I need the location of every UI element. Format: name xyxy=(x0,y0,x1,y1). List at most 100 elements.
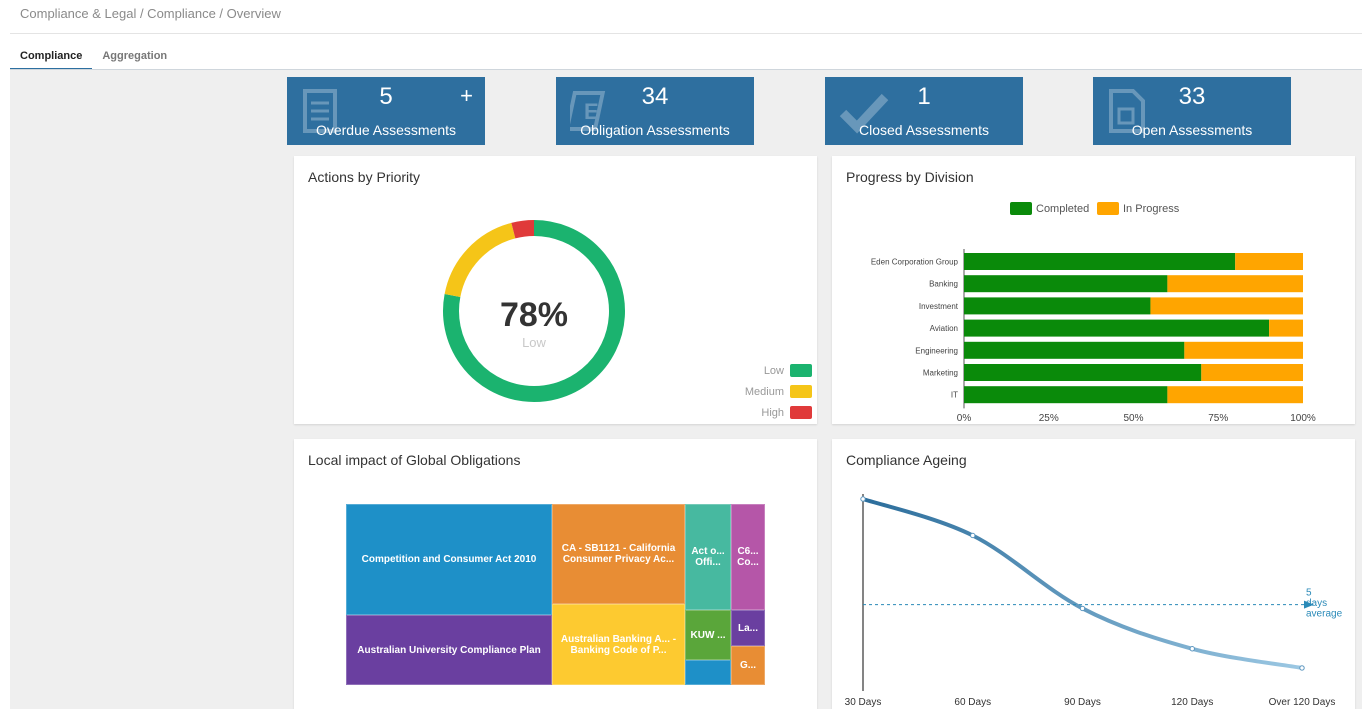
bar-completed[interactable] xyxy=(964,341,1185,359)
bar-in-progress[interactable] xyxy=(1150,297,1303,315)
tile-obligation-assessments[interactable]: E 34 Obligation Assessments xyxy=(556,77,754,145)
checkmark-icon xyxy=(839,93,889,134)
treemap-cell[interactable]: KUW ... xyxy=(685,610,731,660)
x-tick-label: 0% xyxy=(957,413,972,424)
category-label: Eden Corporation Group xyxy=(871,258,959,267)
bar-completed[interactable] xyxy=(964,319,1270,337)
legend-swatch xyxy=(1097,202,1119,215)
data-point[interactable] xyxy=(1189,646,1195,652)
tab-divider xyxy=(10,69,1362,70)
treemap-cell[interactable] xyxy=(685,660,731,685)
treemap-cell[interactable]: C6... Co... xyxy=(731,504,765,610)
donut-slice-high[interactable] xyxy=(511,220,535,239)
actions-by-priority-card: Actions by Priority 78% Low Low Medium H… xyxy=(294,156,817,424)
x-tick-label: 75% xyxy=(1208,413,1228,424)
legend-label: High xyxy=(761,406,784,419)
bar-completed[interactable] xyxy=(964,253,1236,270)
treemap-cell[interactable]: Australian University Compliance Plan xyxy=(346,615,552,685)
bar-in-progress[interactable] xyxy=(1167,386,1303,404)
priority-donut-chart: 78% Low xyxy=(443,220,625,402)
donut-center-label: Low xyxy=(522,335,546,350)
tab-aggregation[interactable]: Aggregation xyxy=(102,50,168,62)
bar-in-progress[interactable] xyxy=(1235,253,1303,270)
legend-label: Completed xyxy=(1036,202,1090,215)
blank-document-icon xyxy=(1109,89,1145,133)
treemap-cell[interactable]: G... xyxy=(731,646,765,685)
header-divider xyxy=(10,33,1362,34)
treemap-cell[interactable]: La... xyxy=(731,610,765,646)
treemap-cell[interactable]: Act o... Offi... xyxy=(685,504,731,610)
x-tick-label: 60 Days xyxy=(954,697,991,708)
tile-overdue-assessments[interactable]: 5 Overdue Assessments + xyxy=(287,77,485,145)
tile-value: 34 xyxy=(641,83,669,110)
treemap-cell[interactable]: Australian Banking A... - Banking Code o… xyxy=(552,604,685,685)
ageing-series-line xyxy=(862,497,1303,670)
average-label: days xyxy=(1306,598,1327,609)
legend-item-medium: Medium xyxy=(745,385,812,398)
legend-swatch xyxy=(1010,202,1032,215)
tab-compliance[interactable]: Compliance xyxy=(10,48,93,70)
bar-in-progress[interactable] xyxy=(1269,319,1303,337)
data-point[interactable] xyxy=(970,532,976,539)
progress-by-division-card: Progress by Division Completed In Progre… xyxy=(832,156,1355,424)
tab-bar: Compliance Aggregation xyxy=(10,48,177,70)
legend-label: Low xyxy=(763,364,784,377)
tile-value: 1 xyxy=(917,83,931,110)
category-label: Banking xyxy=(929,280,958,289)
x-tick-label: 120 Days xyxy=(1171,697,1213,708)
x-tick-label: 50% xyxy=(1123,413,1143,424)
average-label: 5 xyxy=(1306,588,1312,599)
x-tick-label: 25% xyxy=(1039,413,1059,424)
division-bar-chart: Eden Corporation Group Banking Investment A… xyxy=(871,249,1316,424)
data-point[interactable] xyxy=(1299,665,1305,671)
category-label: IT xyxy=(951,391,958,400)
tile-label: Closed Assessments xyxy=(859,122,989,138)
legend-item-completed: Completed xyxy=(1010,202,1089,215)
document-icon xyxy=(303,89,337,133)
donut-slice-low[interactable] xyxy=(443,220,625,402)
category-label: Marketing xyxy=(923,369,958,378)
tile-open-assessments[interactable]: 33 Open Assessments xyxy=(1093,77,1291,145)
legend-label: Medium xyxy=(744,385,784,398)
treemap-cell[interactable]: CA - SB1121 - California Consumer Privac… xyxy=(552,504,685,604)
bar-in-progress[interactable] xyxy=(1167,275,1303,293)
donut-center-value: 78% xyxy=(500,296,568,334)
card-title: Compliance Ageing xyxy=(846,452,967,468)
tile-label: Open Assessments xyxy=(1131,122,1253,138)
add-assessment-button[interactable]: + xyxy=(460,83,473,108)
bar-completed[interactable] xyxy=(964,275,1168,293)
treemap-cell[interactable]: Competition and Consumer Act 2010 xyxy=(346,504,552,615)
x-tick-label: 100% xyxy=(1290,413,1316,424)
data-point[interactable] xyxy=(1079,605,1086,612)
legend-item-high: High xyxy=(761,406,812,419)
tile-value: 5 xyxy=(379,83,393,110)
breadcrumb: Compliance & Legal / Compliance / Overvi… xyxy=(20,6,281,21)
obligations-treemap: Competition and Consumer Act 2010 Austral… xyxy=(346,504,765,685)
svg-text:E: E xyxy=(584,99,599,124)
card-title: Local impact of Global Obligations xyxy=(308,452,521,468)
bar-in-progress[interactable] xyxy=(1184,341,1303,359)
legend-item-in-progress: In Progress xyxy=(1097,202,1179,215)
bar-in-progress[interactable] xyxy=(1201,364,1303,381)
tile-closed-assessments[interactable]: 1 Closed Assessments xyxy=(825,77,1023,145)
compliance-ageing-card: Compliance Ageing 5 days average 30 Days 60 … xyxy=(832,439,1355,709)
data-point[interactable] xyxy=(860,496,866,502)
donut-slice-medium[interactable] xyxy=(444,222,516,298)
card-title: Actions by Priority xyxy=(308,169,421,185)
legend-swatch xyxy=(790,385,812,398)
legend-swatch xyxy=(790,364,812,377)
category-label: Investment xyxy=(919,302,959,311)
x-tick-label: 30 Days xyxy=(845,697,882,708)
bar-completed[interactable] xyxy=(964,364,1202,381)
tile-value: 33 xyxy=(1178,83,1206,110)
legend-swatch xyxy=(790,406,812,419)
breadcrumb-text: Compliance & Legal / Compliance / Overvi… xyxy=(20,6,281,21)
bar-completed[interactable] xyxy=(964,386,1168,404)
x-tick-label: Over 120 Days xyxy=(1269,697,1336,708)
local-impact-card: Local impact of Global Obligations Compe… xyxy=(294,439,817,709)
average-label: average xyxy=(1306,609,1343,620)
bar-completed[interactable] xyxy=(964,297,1151,315)
legend-label: In Progress xyxy=(1123,202,1180,215)
category-label: Engineering xyxy=(915,346,958,355)
average-arrow-icon xyxy=(1304,600,1314,609)
